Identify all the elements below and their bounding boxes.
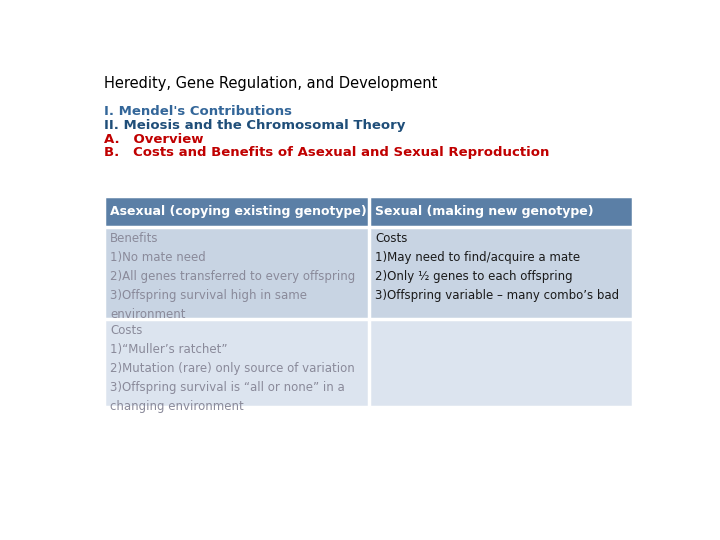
- Text: II. Meiosis and the Chromosomal Theory: II. Meiosis and the Chromosomal Theory: [104, 119, 405, 132]
- Text: Heredity, Gene Regulation, and Development: Heredity, Gene Regulation, and Developme…: [104, 76, 437, 91]
- Bar: [104, 319, 369, 408]
- Text: B.   Costs and Benefits of Asexual and Sexual Reproduction: B. Costs and Benefits of Asexual and Sex…: [104, 146, 549, 159]
- Bar: [104, 195, 632, 226]
- Text: Benefits
1)No mate need
2)All genes transferred to every offspring
3)Offspring s: Benefits 1)No mate need 2)All genes tran…: [110, 232, 356, 321]
- Text: Costs
1)“Muller’s ratchet”
2)Mutation (rare) only source of variation
3)Offsprin: Costs 1)“Muller’s ratchet” 2)Mutation (r…: [110, 325, 355, 413]
- Bar: [369, 226, 632, 319]
- Bar: [104, 226, 369, 319]
- Bar: [369, 319, 632, 408]
- Text: A.   Overview: A. Overview: [104, 132, 204, 146]
- Text: Costs
1)May need to find/acquire a mate
2)Only ½ genes to each offspring
3)Offsp: Costs 1)May need to find/acquire a mate …: [375, 232, 619, 302]
- Text: Sexual (making new genotype): Sexual (making new genotype): [375, 205, 594, 218]
- Text: Asexual (copying existing genotype): Asexual (copying existing genotype): [110, 205, 367, 218]
- Text: I. Mendel's Contributions: I. Mendel's Contributions: [104, 105, 292, 118]
- Bar: [104, 195, 632, 408]
